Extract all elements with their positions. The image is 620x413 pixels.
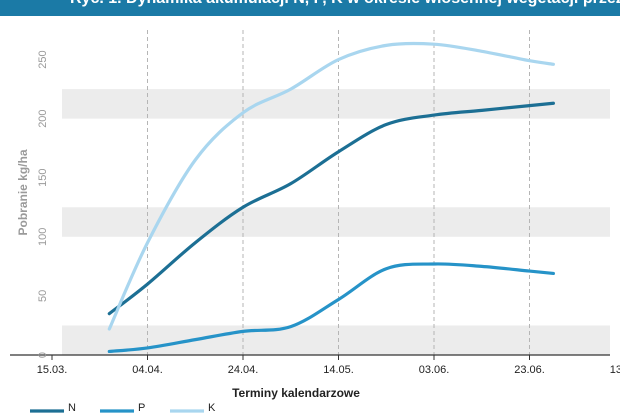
chart-title: Ryc. 1. Dynamika akumulacji N, P, K w ok… [70, 0, 620, 8]
series-line-n [107, 101, 555, 316]
x-tick-label: 24.04. [228, 364, 259, 376]
y-tick-label: 100 [37, 228, 49, 246]
x-tick-label: 15.03. [37, 364, 68, 376]
legend-label-p: P [138, 402, 145, 413]
legend-label-k: K [208, 402, 216, 413]
y-tick-label: 0 [37, 352, 49, 358]
grid-band [62, 325, 610, 355]
x-tick-label: 13.07. [610, 364, 620, 376]
y-tick-label: 250 [37, 50, 49, 68]
y-tick-label: 50 [37, 290, 49, 302]
x-tick-label: 03.06. [419, 364, 450, 376]
legend-label-n: N [68, 402, 76, 413]
y-axis-label: Pobranie kg/ha [16, 149, 30, 235]
x-tick-label: 14.05. [323, 364, 354, 376]
x-tick-label: 23.06. [514, 364, 545, 376]
grid-band [62, 207, 610, 237]
series-line-k [107, 41, 555, 331]
x-tick-label: 04.04. [132, 364, 163, 376]
x-axis-label: Terminy kalendarzowe [232, 386, 360, 400]
series-line-p [107, 262, 555, 354]
grid-band [62, 89, 610, 119]
y-tick-label: 200 [37, 109, 49, 127]
chart-title-banner: Ryc. 1. Dynamika akumulacji N, P, K w ok… [0, 0, 620, 16]
y-tick-label: 150 [37, 169, 49, 187]
